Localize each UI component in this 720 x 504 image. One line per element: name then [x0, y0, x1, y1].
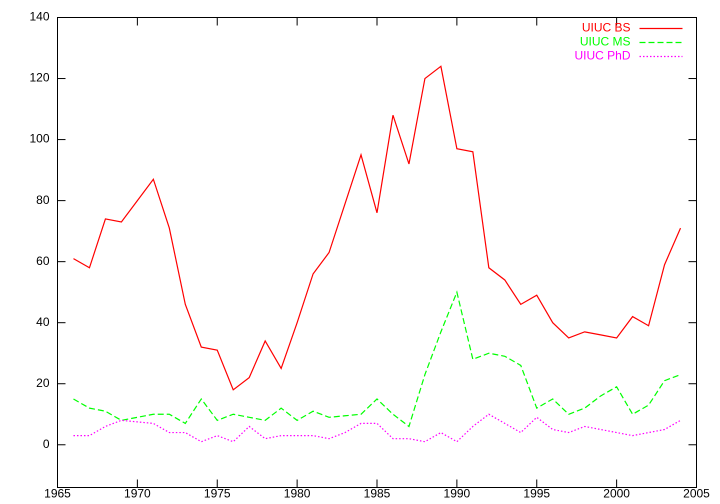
y-tick-label: 140: [29, 10, 49, 24]
x-tick-label: 1990: [444, 487, 471, 501]
x-tick-label: 1975: [204, 487, 231, 501]
y-tick-label: 60: [36, 254, 50, 268]
y-tick-label: 100: [29, 132, 49, 146]
legend-label: UIUC PhD: [574, 49, 630, 63]
series-line: [73, 65, 682, 391]
series-line: [73, 413, 681, 443]
plot-frame: [57, 17, 697, 488]
x-tick-label: 1985: [364, 487, 391, 501]
legend-label: UIUC MS: [580, 35, 631, 49]
x-tick-label: 1995: [523, 487, 550, 501]
y-tick-label: 40: [36, 315, 50, 329]
y-tick-label: 80: [36, 193, 50, 207]
x-tick-label: 2000: [603, 487, 630, 501]
legend-label: UIUC BS: [582, 21, 631, 35]
x-tick-label: 1980: [284, 487, 311, 501]
x-tick-label: 2005: [683, 487, 710, 501]
x-tick-label: 1970: [124, 487, 151, 501]
y-tick-label: 0: [43, 437, 50, 451]
series-line: [73, 290, 681, 428]
y-tick-label: 20: [36, 376, 50, 390]
x-tick-label: 1965: [44, 487, 71, 501]
y-tick-label: 120: [29, 71, 49, 85]
